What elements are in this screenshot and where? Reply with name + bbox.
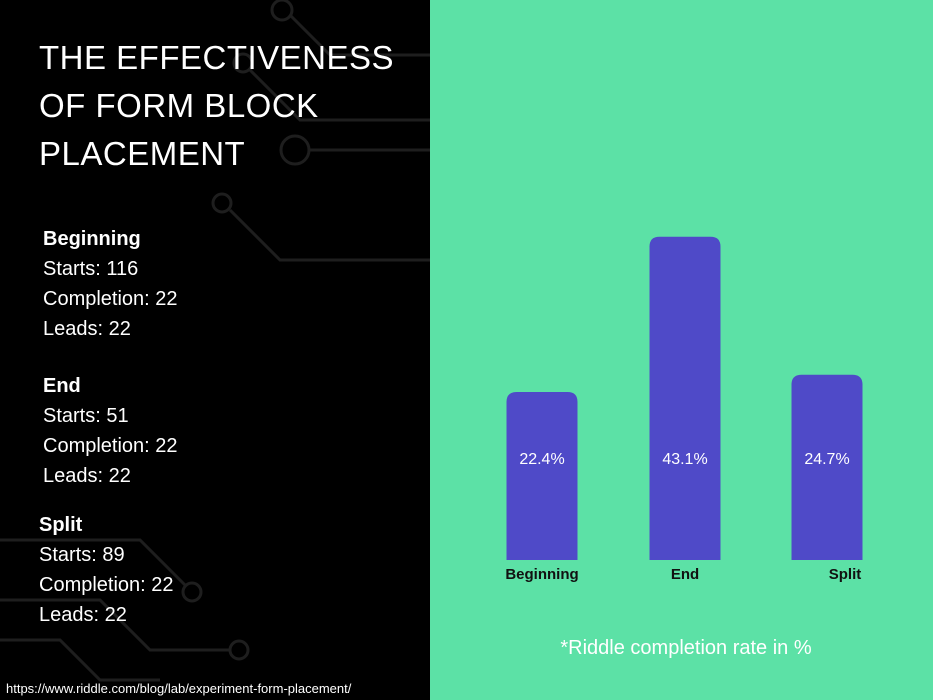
bar-end xyxy=(649,236,721,560)
category-label: End xyxy=(671,566,699,583)
stats-split: Split Starts: 89 Completion: 22 Leads: 2… xyxy=(39,510,174,630)
stats-beginning: Beginning Starts: 116 Completion: 22 Lea… xyxy=(43,224,178,344)
stats-starts: Starts: 116 xyxy=(43,258,139,280)
page-title: THE EFFECTIVENESS OF FORM BLOCK PLACEMEN… xyxy=(39,39,395,172)
bar-value-label: 24.7% xyxy=(804,451,849,468)
stats-leads: Leads: 22 xyxy=(43,465,131,487)
bar-value-label: 43.1% xyxy=(662,451,707,468)
source-url: https://www.riddle.com/blog/lab/experime… xyxy=(6,681,352,696)
chart-note: *Riddle completion rate in % xyxy=(560,637,811,659)
stats-panel: THE EFFECTIVENESS OF FORM BLOCK PLACEMEN… xyxy=(0,0,430,700)
stats-completion: Completion: 22 xyxy=(39,574,174,596)
stats-starts: Starts: 51 xyxy=(43,405,129,427)
circuit-decoration xyxy=(0,0,430,682)
stats-heading: Split xyxy=(39,514,83,536)
bar-chart: 22.4% Beginning 43.1% End 24.7% Split *Riddle … xyxy=(505,236,863,659)
stats-heading: Beginning xyxy=(43,228,141,250)
stats-starts: Starts: 89 xyxy=(39,544,125,566)
stats-leads: Leads: 22 xyxy=(43,318,131,340)
category-label: Split xyxy=(829,566,862,583)
stats-completion: Completion: 22 xyxy=(43,435,178,457)
stats-heading: End xyxy=(43,375,81,397)
stats-leads: Leads: 22 xyxy=(39,604,127,626)
stats-end: End Starts: 51 Completion: 22 Leads: 22 xyxy=(43,371,178,491)
chart-panel: 22.4% Beginning 43.1% End 24.7% Split *Riddle … xyxy=(430,0,933,700)
category-label: Beginning xyxy=(505,566,578,583)
bar-value-label: 22.4% xyxy=(519,451,564,468)
bar-beginning xyxy=(506,392,578,560)
bar-split xyxy=(791,374,863,560)
stats-completion: Completion: 22 xyxy=(43,288,178,310)
